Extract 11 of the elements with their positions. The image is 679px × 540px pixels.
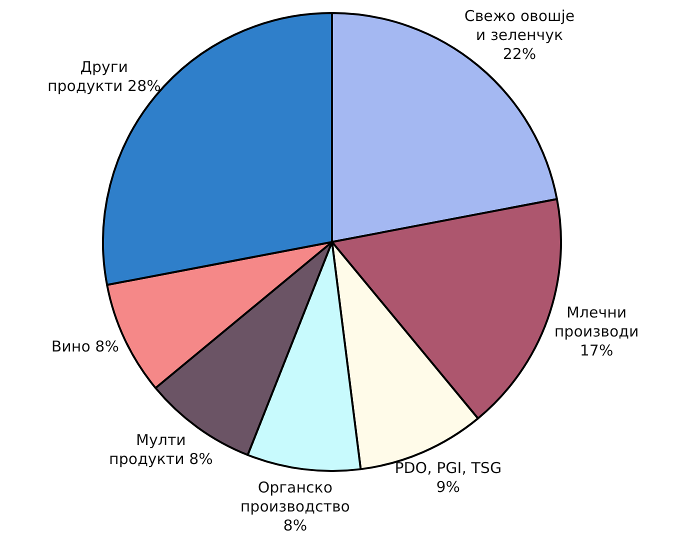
slice-label: Млечни производи [554, 304, 639, 341]
data-label: 8% [283, 516, 308, 534]
slice-label: Свежо овошје и зеленчук [464, 6, 575, 44]
data-label: 9% [436, 478, 460, 496]
data-label: 17% [580, 342, 614, 360]
slice-label: PDO, PGI, TSG [394, 459, 502, 478]
slice-label: Мулти продукти 8% [109, 431, 213, 468]
data-label: 22% [502, 44, 536, 63]
slice-label: Органско производство [240, 478, 350, 516]
slice-label: Други продукти 28% [47, 58, 161, 95]
slice-label: Вино 8% [51, 338, 119, 356]
